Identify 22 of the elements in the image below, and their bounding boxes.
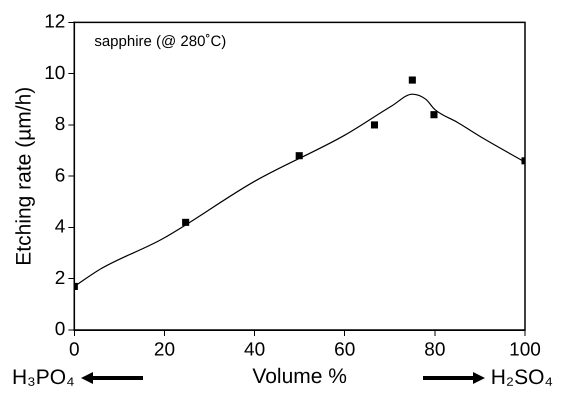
x-tick-label: 0 <box>69 340 80 361</box>
x-tick-label: 40 <box>244 340 266 361</box>
x-tick-label: 100 <box>509 340 541 361</box>
point <box>370 121 378 128</box>
x-axis-title: Volume % <box>252 365 347 388</box>
y-tick-label: 10 <box>44 62 66 84</box>
y-tick-label: 0 <box>54 319 66 340</box>
x-tick-label: 80 <box>424 340 446 361</box>
point <box>408 76 416 84</box>
y-tick-label: 6 <box>54 165 66 186</box>
annotation: sapphire (@ 280˚C) <box>94 33 226 50</box>
point <box>430 111 438 118</box>
text: H₂SO₄ <box>490 366 553 390</box>
y-tick-label: 8 <box>54 114 66 136</box>
point <box>296 152 303 160</box>
x-tick-label: 60 <box>334 340 356 361</box>
x-tick-label: 20 <box>154 340 176 361</box>
y-tick-label: 12 <box>44 12 66 33</box>
y-tick-label: 2 <box>54 268 66 289</box>
y-axis-title: Etching rate (µm/h) <box>12 86 36 266</box>
y-tick-label: 4 <box>54 216 66 238</box>
text: H₃PO₄ <box>12 366 75 390</box>
